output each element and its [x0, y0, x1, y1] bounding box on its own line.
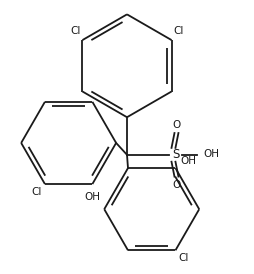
Text: O: O: [172, 179, 181, 190]
Text: Cl: Cl: [178, 253, 189, 263]
Text: Cl: Cl: [173, 26, 184, 36]
Text: Cl: Cl: [70, 26, 81, 36]
Text: OH: OH: [180, 156, 196, 166]
Text: OH: OH: [84, 192, 100, 202]
Text: Cl: Cl: [31, 187, 42, 197]
Text: OH: OH: [203, 149, 219, 159]
Text: O: O: [172, 120, 181, 130]
Text: S: S: [172, 148, 179, 161]
